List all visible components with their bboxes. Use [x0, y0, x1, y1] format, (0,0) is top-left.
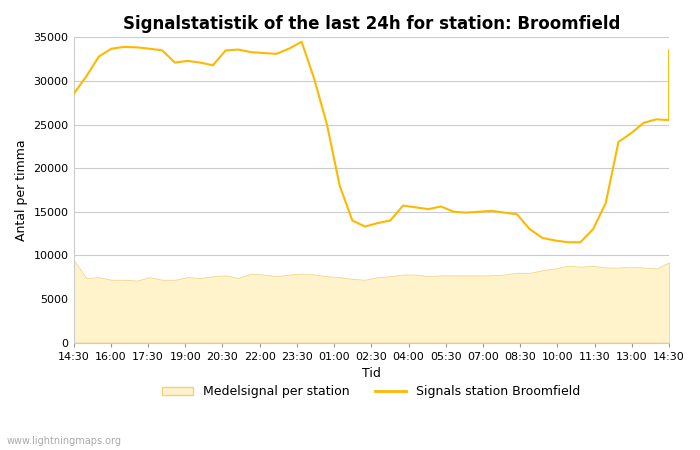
Legend: Medelsignal per station, Signals station Broomfield: Medelsignal per station, Signals station…: [157, 380, 585, 403]
X-axis label: Tid: Tid: [362, 367, 381, 380]
Text: www.lightningmaps.org: www.lightningmaps.org: [7, 436, 122, 446]
Y-axis label: Antal per timma: Antal per timma: [15, 139, 28, 241]
Title: Signalstatistik of the last 24h for station: Broomfield: Signalstatistik of the last 24h for stat…: [122, 15, 620, 33]
